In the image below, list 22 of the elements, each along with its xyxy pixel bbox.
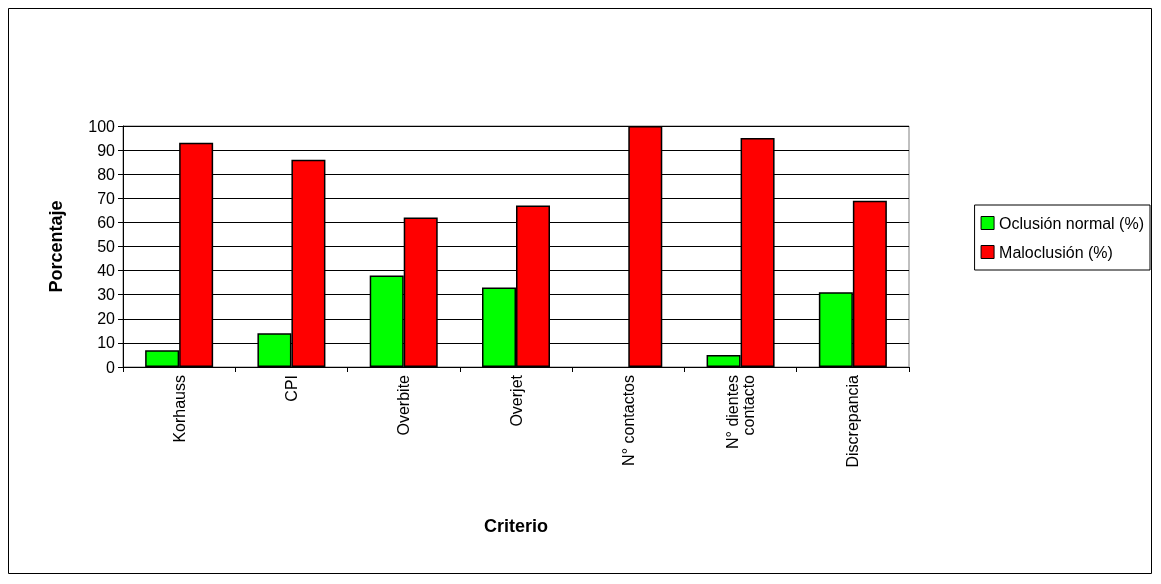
y-tick-label: 0 xyxy=(106,358,116,376)
y-tick-label: 100 xyxy=(88,117,116,135)
y-tick-label: 30 xyxy=(97,286,116,304)
y-tick-label: 20 xyxy=(97,310,116,328)
legend-label: Maloclusión (%) xyxy=(999,243,1113,261)
x-tick-label: Overbite xyxy=(395,374,413,436)
x-axis-title: Criterio xyxy=(483,516,549,536)
x-tick-label: Korhauss xyxy=(170,375,188,443)
x-tick-label: N° dientes contacto xyxy=(724,374,758,449)
y-tick-label: 80 xyxy=(97,165,116,183)
x-tick-label: Overjet xyxy=(507,374,525,427)
x-tick-label: CPI xyxy=(282,375,300,402)
y-tick-label: 60 xyxy=(97,213,116,231)
y-axis-title: Porcentaje xyxy=(46,200,66,293)
y-tick-label: 10 xyxy=(97,334,116,352)
x-tick-label: Discrepancia xyxy=(844,374,862,468)
x-tick-label: N° contactos xyxy=(619,375,637,466)
y-tick-label: 50 xyxy=(97,238,116,255)
y-tick-label: 40 xyxy=(97,262,116,280)
y-tick-label: 70 xyxy=(97,189,116,207)
y-tick-label: 90 xyxy=(97,141,116,159)
legend-label: Oclusión normal (%) xyxy=(999,214,1145,232)
